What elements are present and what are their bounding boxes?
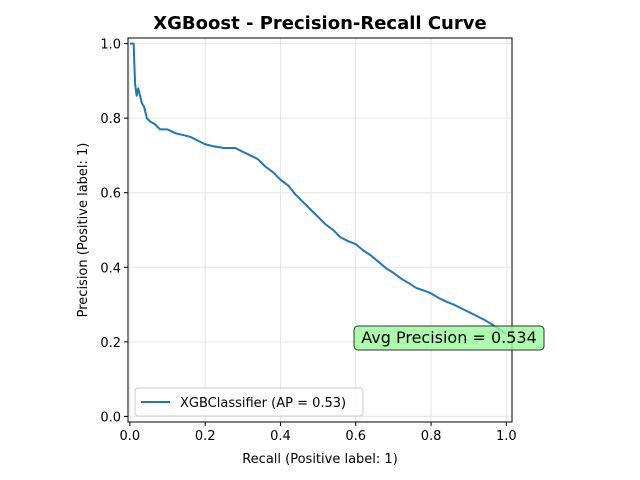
annotation-box <box>353 325 545 351</box>
y-tick-label: 1.0 <box>100 38 121 53</box>
x-tick-label: 0.6 <box>345 429 366 444</box>
x-tick-label: 0.4 <box>270 429 291 444</box>
axis-ticks: 0.0 0.2 0.4 0.6 0.8 1.0 0.0 0.2 0.4 0.6 0.8 1.0 <box>100 38 516 444</box>
x-tick-label: 0.2 <box>195 429 216 444</box>
y-tick-label: 0.0 <box>100 410 121 425</box>
x-tick-label: 0.0 <box>120 429 141 444</box>
legend: XGBClassifier (AP = 0.53) <box>134 387 364 417</box>
y-tick-label: 0.2 <box>100 336 121 351</box>
chart-title: XGBoost - Precision-Recall Curve <box>153 13 486 34</box>
x-axis-label: Recall (Positive label: 1) <box>242 452 398 467</box>
x-tick-label: 1.0 <box>496 429 517 444</box>
x-tick-label: 0.8 <box>421 429 442 444</box>
annotation-text: Avg Precision = 0.534 <box>361 328 537 347</box>
y-tick-label: 0.4 <box>100 261 121 276</box>
y-tick-label: 0.8 <box>100 112 121 127</box>
grid-lines <box>128 38 512 422</box>
legend-entry-xgbclassifier: XGBClassifier (AP = 0.53) <box>180 396 346 411</box>
legend-box <box>134 387 364 417</box>
y-axis-label: Precision (Positive label: 1) <box>76 143 91 318</box>
series-layer <box>129 42 507 336</box>
y-tick-label: 0.6 <box>100 187 121 202</box>
series-line-xgbclassifier <box>129 42 507 336</box>
avg-precision-annotation: Avg Precision = 0.534 <box>353 325 545 351</box>
plot-frame <box>127 37 513 423</box>
